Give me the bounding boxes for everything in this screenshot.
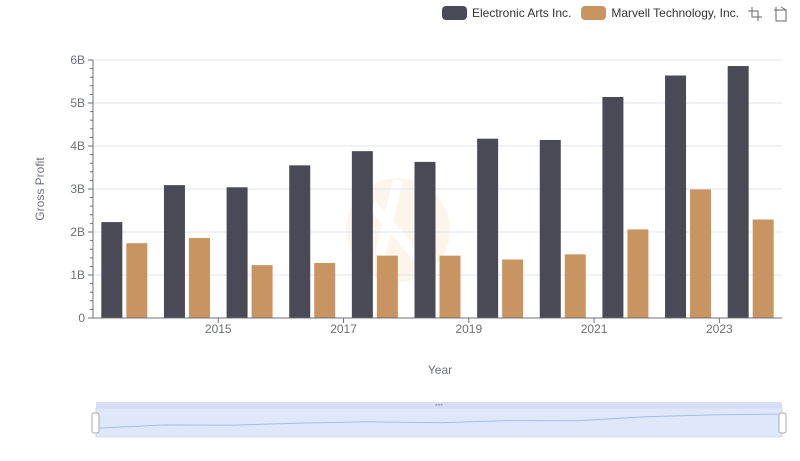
slider-handle-right[interactable] xyxy=(778,412,787,434)
y-minor-ticks xyxy=(90,68,93,319)
bar-marvell-2017 xyxy=(314,262,336,318)
y-tick-label: 1B xyxy=(70,268,85,282)
bar-marvell-2020 xyxy=(502,259,524,318)
x-tick-label: 2023 xyxy=(706,322,733,336)
legend-item-marvell[interactable]: Marvell Technology, Inc. xyxy=(581,6,739,20)
bar-electronic-arts-2017 xyxy=(289,165,311,318)
bars xyxy=(101,66,774,319)
x-tick-label: 2021 xyxy=(581,322,608,336)
y-tick-label: 4B xyxy=(70,139,85,153)
bar-marvell-2024 xyxy=(752,219,774,318)
slider-preview-line xyxy=(95,413,783,429)
bar-electronic-arts-2014 xyxy=(101,222,123,318)
data-zoom-slider[interactable]: ▪▪▪ xyxy=(91,402,787,438)
bar-electronic-arts-2020 xyxy=(477,138,499,318)
chart-legend: Electronic Arts Inc. Marvell Technology,… xyxy=(442,4,749,22)
slider-handle-left[interactable] xyxy=(91,412,100,434)
bar-marvell-2016 xyxy=(251,265,273,318)
legend-swatch xyxy=(442,6,467,20)
bar-electronic-arts-2021 xyxy=(539,139,561,318)
y-axis-label: Gross Profit xyxy=(33,157,47,221)
y-tick-labels: 0 1B 2B 3B 4B 5B 6B xyxy=(70,53,85,325)
legend-label: Electronic Arts Inc. xyxy=(472,6,572,20)
restore-icon[interactable] xyxy=(773,6,789,22)
bar-electronic-arts-2016 xyxy=(226,187,248,318)
x-tick-label: 2017 xyxy=(330,322,357,336)
bar-marvell-2014 xyxy=(126,243,148,318)
x-tick-label: 2019 xyxy=(455,322,482,336)
y-tick-label: 5B xyxy=(70,96,85,110)
legend-swatch xyxy=(581,6,607,20)
bar-electronic-arts-2018 xyxy=(351,151,373,318)
bar-electronic-arts-2019 xyxy=(414,161,436,318)
bar-marvell-2021 xyxy=(564,254,586,318)
y-tick-label: 0 xyxy=(78,311,85,325)
bar-marvell-2019 xyxy=(439,255,461,318)
bar-marvell-2018 xyxy=(376,255,398,318)
slider-grip-icon[interactable]: ▪▪▪ xyxy=(435,402,443,409)
legend-label: Marvell Technology, Inc. xyxy=(611,6,739,20)
bar-electronic-arts-2015 xyxy=(163,185,185,318)
bar-marvell-2022 xyxy=(627,229,649,318)
legend-item-electronic-arts[interactable]: Electronic Arts Inc. xyxy=(442,6,571,20)
y-tick-label: 3B xyxy=(70,182,85,196)
x-axis-label: Year xyxy=(428,363,452,377)
bar-electronic-arts-2023 xyxy=(665,75,687,318)
y-tick-label: 2B xyxy=(70,225,85,239)
bar-marvell-2015 xyxy=(188,238,210,318)
x-tick-labels: 2015 2017 2019 2021 2023 xyxy=(205,318,733,336)
slider-top-bar[interactable] xyxy=(96,402,782,408)
y-tick-label: 6B xyxy=(70,53,85,67)
zoom-icon[interactable] xyxy=(747,6,763,22)
bar-electronic-arts-2022 xyxy=(602,96,624,318)
bar-marvell-2023 xyxy=(690,189,712,318)
x-tick-label: 2015 xyxy=(205,322,232,336)
bar-electronic-arts-2024 xyxy=(727,66,749,319)
